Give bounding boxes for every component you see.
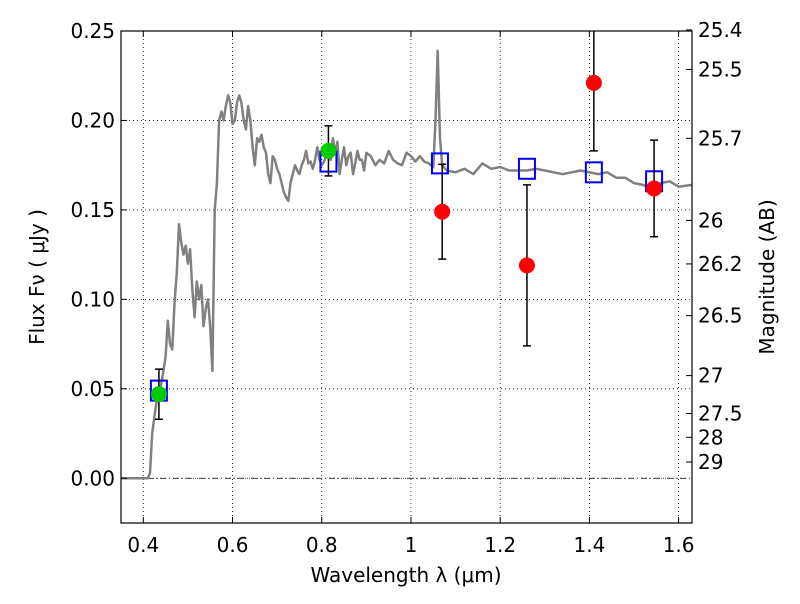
y-axis-label: Flux Fν ( μJy ) — [25, 209, 49, 345]
x-tick-label: 1.2 — [484, 533, 516, 557]
tick-layer: 0.4 0.6 0.8 1 1.2 1.4 1.6 0.00 0.05 0.10 0.15 0.20 0… — [70, 18, 742, 557]
y-tick-label: 0.25 — [70, 19, 115, 43]
model-spectrum-line — [121, 49, 693, 480]
y-tick-label: 0.05 — [70, 377, 115, 401]
observed-flux-point — [585, 74, 602, 91]
y-tick-label: 0.15 — [70, 198, 115, 222]
data-layer — [121, 31, 693, 480]
magnitude-tick-label: 26.5 — [698, 304, 743, 328]
x-tick-label: 0.8 — [306, 533, 338, 557]
x-axis-label: Wavelength λ (μm) — [310, 563, 501, 587]
x-tick-label: 0.6 — [217, 533, 249, 557]
magnitude-tick-label: 27 — [698, 364, 723, 388]
magnitude-tick-label: 27.5 — [698, 402, 743, 426]
y-tick-label: 0.00 — [70, 466, 115, 490]
magnitude-tick-label: 26.2 — [698, 252, 743, 276]
grid-layer — [121, 30, 692, 523]
magnitude-tick-label: 25.4 — [698, 18, 743, 42]
plot-frame — [120, 30, 693, 524]
observed-flux-point — [518, 257, 535, 274]
x-tick-label: 1.4 — [573, 533, 605, 557]
model-flux-square — [517, 157, 536, 180]
magnitude-tick-label: 28 — [698, 425, 723, 449]
x-tick-label: 0.4 — [127, 533, 159, 557]
observed-flux-point — [150, 386, 167, 403]
observed-flux-point — [646, 180, 663, 197]
x-tick-label: 1 — [405, 533, 418, 557]
right-axis-label: Magnitude (AB) — [755, 199, 779, 354]
observed-flux-point — [434, 203, 451, 220]
magnitude-tick-label: 26 — [698, 208, 723, 232]
magnitude-tick-label: 25.7 — [698, 126, 743, 150]
y-tick-label: 0.20 — [70, 108, 115, 132]
observed-flux-point — [320, 142, 337, 159]
x-tick-label: 1.6 — [663, 533, 695, 557]
magnitude-tick-label: 29 — [698, 450, 723, 474]
magnitude-tick-label: 25.5 — [698, 57, 743, 81]
model-flux-square — [430, 152, 449, 175]
model-flux-square — [584, 161, 603, 184]
y-tick-label: 0.10 — [70, 287, 115, 311]
